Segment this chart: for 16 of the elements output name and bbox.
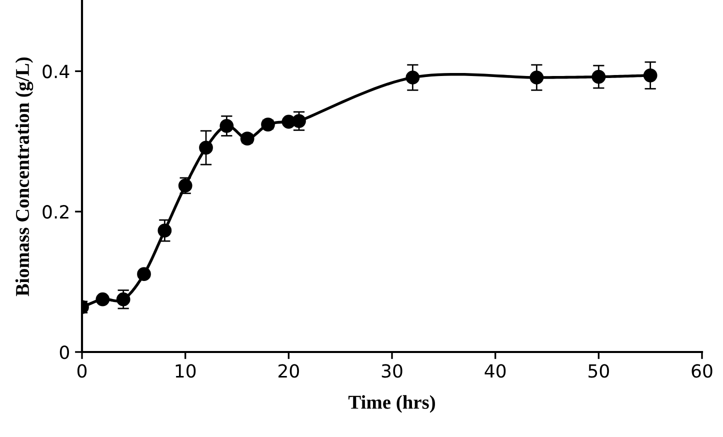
y-tick-label: 0 — [60, 345, 69, 360]
x-tick-label: 50 — [588, 364, 609, 378]
point — [96, 292, 110, 306]
x-tick-label: 40 — [484, 364, 506, 378]
point — [137, 267, 151, 282]
x-axis-title: Time (hrs) — [348, 395, 435, 413]
y-axis-title: Biomass Concentration (g/L) — [15, 57, 34, 296]
x-tick-label: 20 — [278, 364, 299, 378]
y-tick-label: 0.4 — [42, 64, 70, 78]
point — [292, 114, 306, 128]
y-tick-label: 0.2 — [42, 205, 68, 219]
x-tick-label: 10 — [176, 364, 196, 378]
x-tick-label: 30 — [382, 364, 402, 378]
x-tick-label: 0 — [77, 364, 87, 378]
x-tick-label: 60 — [692, 364, 712, 378]
point — [199, 140, 213, 155]
